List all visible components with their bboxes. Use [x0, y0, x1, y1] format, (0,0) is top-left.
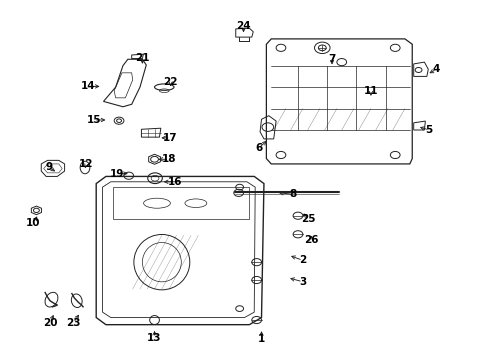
Text: 23: 23 [66, 318, 81, 328]
Text: 12: 12 [79, 159, 94, 169]
Text: 1: 1 [257, 334, 264, 344]
Text: 4: 4 [432, 64, 439, 74]
Text: 21: 21 [135, 53, 149, 63]
Text: 13: 13 [147, 333, 162, 343]
Text: 9: 9 [45, 162, 53, 172]
Text: 3: 3 [299, 277, 306, 287]
Text: 17: 17 [163, 133, 178, 143]
Text: 6: 6 [255, 143, 262, 153]
Text: 16: 16 [168, 177, 183, 187]
Text: 18: 18 [162, 154, 176, 164]
Text: 10: 10 [26, 218, 40, 228]
Text: 7: 7 [327, 54, 335, 64]
Text: 5: 5 [425, 125, 432, 135]
Text: 26: 26 [303, 235, 318, 245]
Text: 8: 8 [289, 189, 296, 199]
Text: 19: 19 [110, 168, 124, 179]
Text: 2: 2 [299, 255, 306, 265]
Text: 25: 25 [301, 213, 315, 224]
Text: 14: 14 [81, 81, 95, 91]
Text: 15: 15 [86, 115, 101, 125]
Text: 24: 24 [236, 21, 250, 31]
Text: 20: 20 [42, 318, 57, 328]
Text: 22: 22 [163, 77, 178, 87]
Text: 11: 11 [363, 86, 377, 96]
